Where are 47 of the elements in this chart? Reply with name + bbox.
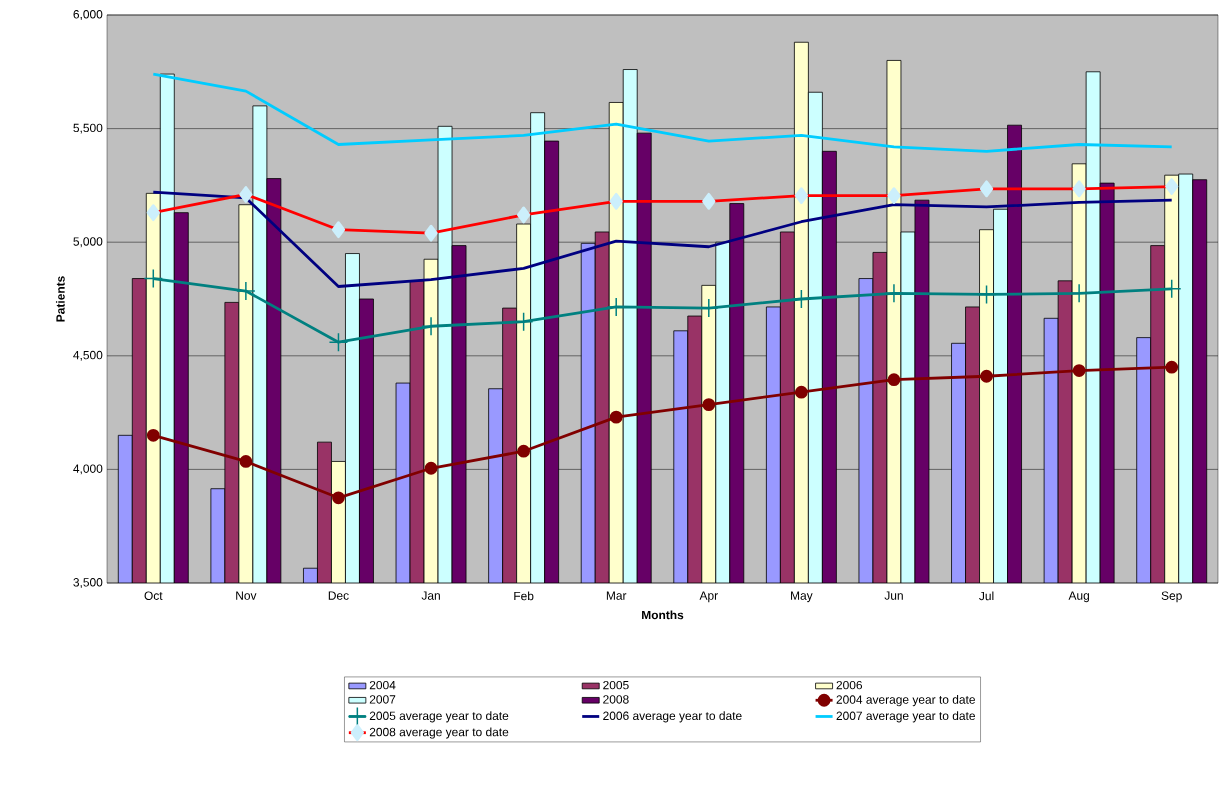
x-tick-label: Apr	[699, 591, 718, 603]
legend-label: 2008 average year to date	[369, 727, 509, 739]
point	[424, 461, 438, 475]
y-tick-label: 3,500	[73, 578, 103, 588]
point	[239, 455, 253, 468]
x-tick-label: Oct	[144, 591, 163, 600]
x-tick-label: Sep	[1161, 591, 1182, 603]
point	[328, 332, 349, 352]
legend-label: 2008	[603, 695, 629, 704]
point	[332, 491, 345, 505]
y-tick-label: 5,000	[73, 237, 103, 248]
x-tick-label: Aug	[1068, 591, 1089, 603]
x-tick-label: Jun	[884, 591, 903, 600]
legend-label: 2004 average year to date	[836, 695, 975, 707]
line-series	[151, 72, 1174, 153]
y-axis-title: Patients	[55, 276, 65, 322]
point	[1072, 364, 1086, 377]
point	[702, 398, 716, 412]
legend-label: 2005	[603, 680, 629, 690]
point	[887, 373, 901, 387]
point	[609, 410, 623, 424]
point	[236, 281, 256, 301]
x-tick-label: Feb	[514, 591, 534, 601]
legend-label: 2006 average year to date	[603, 711, 742, 723]
point	[146, 428, 160, 442]
legend-label: 2006	[836, 680, 863, 690]
x-tick-label: Dec	[328, 591, 349, 600]
legend-label: 2004	[369, 680, 396, 690]
legend-label: 2005 average year to date	[369, 711, 509, 723]
y-tick-label: 4,500	[73, 350, 103, 361]
legend-label: 2007 average year to date	[836, 711, 975, 723]
point	[794, 385, 808, 399]
y-tick-label: 4,000	[73, 464, 103, 475]
y-tick-label: 6,000	[73, 10, 103, 20]
point	[1165, 360, 1179, 374]
x-tick-label: Jan	[421, 591, 440, 600]
point	[517, 444, 531, 458]
x-tick-label: May	[791, 591, 813, 603]
point	[976, 284, 997, 305]
x-tick-label: Mar	[606, 591, 627, 600]
legend-label: 2007	[369, 695, 396, 704]
point	[980, 369, 993, 383]
x-axis-title: Months	[642, 610, 684, 620]
y-tick-label: 5,500	[73, 123, 103, 134]
x-tick-label: Jul	[979, 591, 994, 601]
x-tick-label: Nov	[236, 591, 257, 600]
point	[143, 268, 164, 289]
